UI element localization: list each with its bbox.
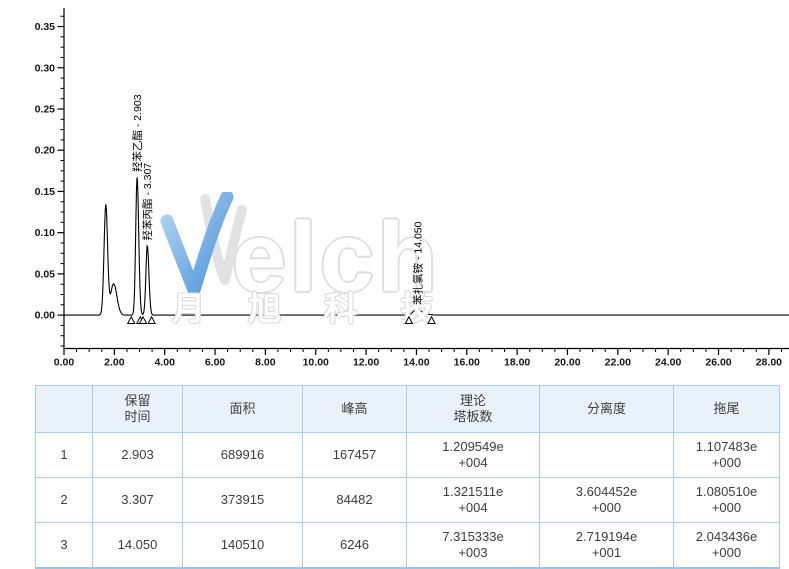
table-cell: 3.604452e +000 [539,477,674,523]
chromatogram-chart: 0.00 0.05 0.10 0.15 0.20 0.25 0.30 0.35 0.00 2.00… [35,8,789,369]
table-cell: 2.903 [92,432,183,478]
results-table-wrap: 保留 时间 面积 峰高 理论 塔板数 分离度 拖尾 1 2.903 689916 167457 1.… [35,385,780,569]
table-cell: 6246 [302,522,407,569]
table-cell: 3.307 [92,477,183,523]
x-tick-label: 12.00 [353,357,379,369]
x-tick-label: 14.00 [403,357,429,369]
y-tick-label: 0.00 [35,310,56,322]
x-tick-label: 28.00 [756,357,782,369]
table-cell: 1.080510e +000 [673,477,780,523]
x-tick-label: 20.00 [554,357,580,369]
row-number-cell: 3 [35,522,93,569]
table-cell: 2.043436e +000 [673,522,780,569]
y-tick-label: 0.15 [35,186,56,198]
x-tick-label: 18.00 [504,357,530,369]
x-tick-label: 22.00 [605,357,631,369]
x-tick-label: 6.00 [205,357,226,369]
table-cell: 140510 [182,522,303,569]
column-header: 保留 时间 [92,385,183,433]
table-cell: 689916 [182,432,303,478]
table-row[interactable]: 3 14.050 140510 6246 7.315333e +003 2.719194e… [35,522,780,569]
x-tick-label: 10.00 [303,357,329,369]
y-tick-label: 0.35 [35,21,56,33]
table-cell: 1.321511e +004 [406,477,540,523]
column-header: 理论 塔板数 [406,385,540,433]
table-cell: 84482 [302,477,407,523]
chromatogram-panel: 0.00 0.05 0.10 0.15 0.20 0.25 0.30 0.35 0.00 2.00… [34,8,789,369]
table-cell: 373915 [182,477,303,523]
x-tick-label: 16.00 [454,357,480,369]
table-row[interactable]: 2 3.307 373915 84482 1.321511e +004 3.604452e… [35,477,780,523]
column-header: 拖尾 [673,385,780,433]
x-tick-label: 2.00 [104,357,125,369]
y-tick-label: 0.05 [35,268,56,280]
results-table: 保留 时间 面积 峰高 理论 塔板数 分离度 拖尾 1 2.903 689916 167457 1.… [35,385,780,569]
column-header: 峰高 [302,385,407,433]
column-header: 分离度 [539,385,674,433]
table-header-row: 保留 时间 面积 峰高 理论 塔板数 分离度 拖尾 [35,385,780,433]
table-cell: 1.107483e +000 [673,432,780,478]
x-tick-label: 0.00 [54,357,75,369]
table-cell: 14.050 [92,522,183,569]
y-tick-label: 0.20 [35,145,56,157]
table-cell: 167457 [302,432,407,478]
row-number-cell: 1 [35,432,93,478]
column-header [35,385,93,433]
table-row[interactable]: 1 2.903 689916 167457 1.209549e +004 1.107483… [35,432,780,478]
column-header: 面积 [182,385,303,433]
table-cell: 7.315333e +003 [406,522,540,569]
table-cell [539,432,674,478]
table-cell: 2.719194e +001 [539,522,674,569]
y-tick-label: 0.10 [35,227,56,239]
y-tick-label: 0.25 [35,103,56,115]
x-tick-label: 8.00 [255,357,276,369]
row-number-cell: 2 [35,477,93,523]
y-tick-label: 0.30 [35,62,56,74]
table-cell: 1.209549e +004 [406,432,540,478]
chromatogram-trace [64,177,789,316]
x-tick-label: 24.00 [655,357,681,369]
x-tick-label: 4.00 [154,357,175,369]
x-tick-label: 26.00 [705,357,731,369]
